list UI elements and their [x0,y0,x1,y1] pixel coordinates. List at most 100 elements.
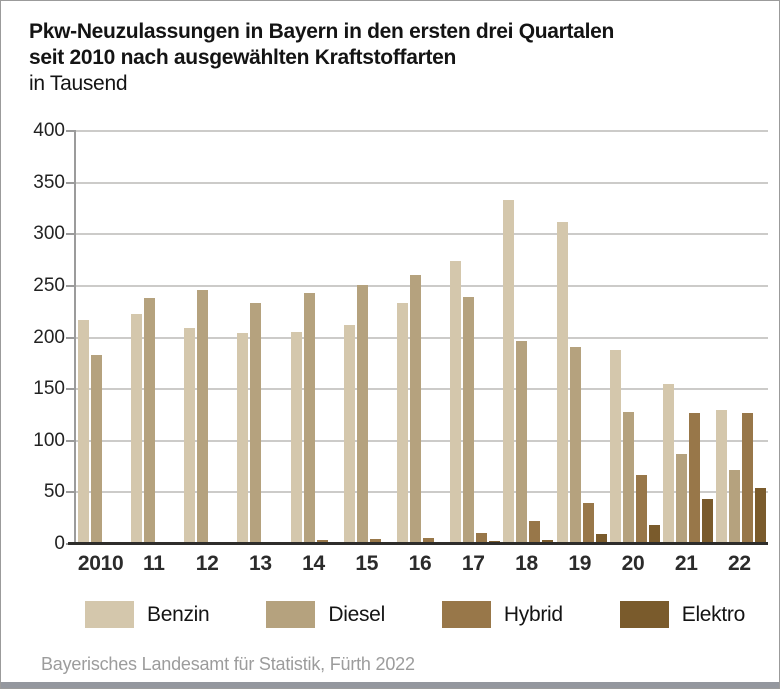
bar-diesel-16 [410,274,422,544]
plot-area [66,130,768,545]
legend-swatch-diesel [266,601,316,628]
chart-subtitle: in Tausend [29,72,128,95]
bar-groups [76,131,768,544]
bar-group-18 [502,131,555,544]
bar-benzin-2010 [77,319,89,544]
gridline-400 [76,130,768,132]
bar-hybrid-18 [529,521,541,544]
x-tick-label-19: 19 [568,552,592,575]
legend: Benzin Diesel Hybrid Elektro [85,601,745,628]
bar-benzin-21 [663,383,675,544]
bar-diesel-12 [197,290,209,544]
bar-hybrid-22 [742,412,754,544]
x-tick-label-22: 22 [728,552,751,575]
bar-hybrid-19 [582,502,594,544]
y-tick-label-0: 0 [54,533,65,554]
gridline-150 [76,388,768,391]
gridline-200 [76,336,768,339]
bar-elektro-20 [648,525,660,544]
x-tick-label-11: 11 [143,552,165,575]
legend-item-hybrid: Hybrid [441,601,563,628]
chart-title-line2: seit 2010 nach ausgewählten Kraftstoffar… [29,46,457,69]
source-note: Bayerisches Landesamt für Statistik, Für… [41,654,415,674]
bar-elektro-18 [542,539,554,544]
bar-benzin-11 [130,313,142,544]
legend-label-elektro: Elektro [681,602,746,626]
y-tick-label-150: 150 [33,378,65,400]
legend-item-elektro: Elektro [619,601,746,628]
bar-diesel-13 [250,303,262,544]
y-tick-label-50: 50 [43,481,65,503]
y-tick-label-350: 350 [33,171,65,193]
x-tick-label-18: 18 [515,552,538,575]
bar-diesel-19 [569,346,581,544]
bar-benzin-20 [609,349,621,544]
bar-group-16 [395,131,448,544]
bar-diesel-18 [516,340,528,544]
x-tick-label-2010: 2010 [77,552,124,575]
legend-item-diesel: Diesel [266,601,385,628]
y-tick-200 [66,336,76,339]
x-tick-label-13: 13 [248,552,272,575]
bar-group-15 [342,131,395,544]
bar-hybrid-14 [316,539,328,544]
bar-diesel-21 [676,454,688,544]
chart-title: Pkw-Neuzulassungen in Bayern in den erst… [29,19,759,71]
legend-label-hybrid: Hybrid [503,602,563,626]
y-tick-400 [66,130,76,132]
y-tick-label-400: 400 [33,120,65,141]
legend-swatch-hybrid [441,601,491,628]
bar-diesel-17 [463,297,475,544]
x-tick-label-16: 16 [408,552,432,575]
bar-benzin-14 [290,332,302,544]
bar-group-17 [449,131,502,544]
x-tick-label-14: 14 [302,552,325,575]
bar-group-21 [662,131,715,544]
bar-diesel-15 [356,284,368,544]
legend-item-benzin: Benzin [85,601,210,628]
y-tick-250 [66,284,76,287]
bar-diesel-20 [622,411,634,544]
bar-hybrid-20 [635,474,647,544]
bar-diesel-14 [303,293,315,544]
legend-label-diesel: Diesel [328,602,385,626]
y-tick-label-200: 200 [33,326,65,348]
y-tick-350 [66,181,76,184]
gridline-50 [76,491,768,494]
bottom-band [1,682,779,688]
bar-group-11 [129,131,182,544]
bar-elektro-21 [702,498,714,544]
bar-benzin-16 [397,303,409,544]
bar-diesel-11 [143,298,155,544]
bar-group-19 [555,131,608,544]
bar-benzin-18 [503,200,515,544]
y-tick-50 [66,491,76,494]
bar-elektro-22 [755,488,767,544]
bar-group-22 [715,131,768,544]
bar-hybrid-21 [689,412,701,544]
y-tick-label-300: 300 [33,223,65,245]
x-tick-label-12: 12 [195,552,219,575]
bar-diesel-22 [729,469,741,544]
chart-title-line1: Pkw-Neuzulassungen in Bayern in den erst… [29,20,615,43]
bar-benzin-13 [237,333,249,544]
gridline-350 [76,181,768,184]
bar-benzin-19 [556,221,568,544]
legend-label-benzin: Benzin [147,602,210,626]
bar-hybrid-16 [423,537,435,544]
bar-benzin-15 [343,325,355,544]
gridline-300 [76,233,768,236]
title-block: Pkw-Neuzulassungen in Bayern in den erst… [29,19,759,97]
legend-swatch-benzin [85,601,134,628]
bar-elektro-19 [595,533,607,544]
bar-group-2010 [76,131,129,544]
bar-benzin-17 [450,261,462,544]
y-axis-labels: 0 50 100 150 200 250 300 350 400 [1,120,65,554]
y-tick-label-250: 250 [33,274,65,296]
bar-benzin-22 [716,409,728,544]
legend-swatch-elektro [619,601,669,628]
x-tick-label-17: 17 [461,552,485,575]
gridline-100 [76,439,768,442]
x-tick-label-20: 20 [621,552,645,575]
